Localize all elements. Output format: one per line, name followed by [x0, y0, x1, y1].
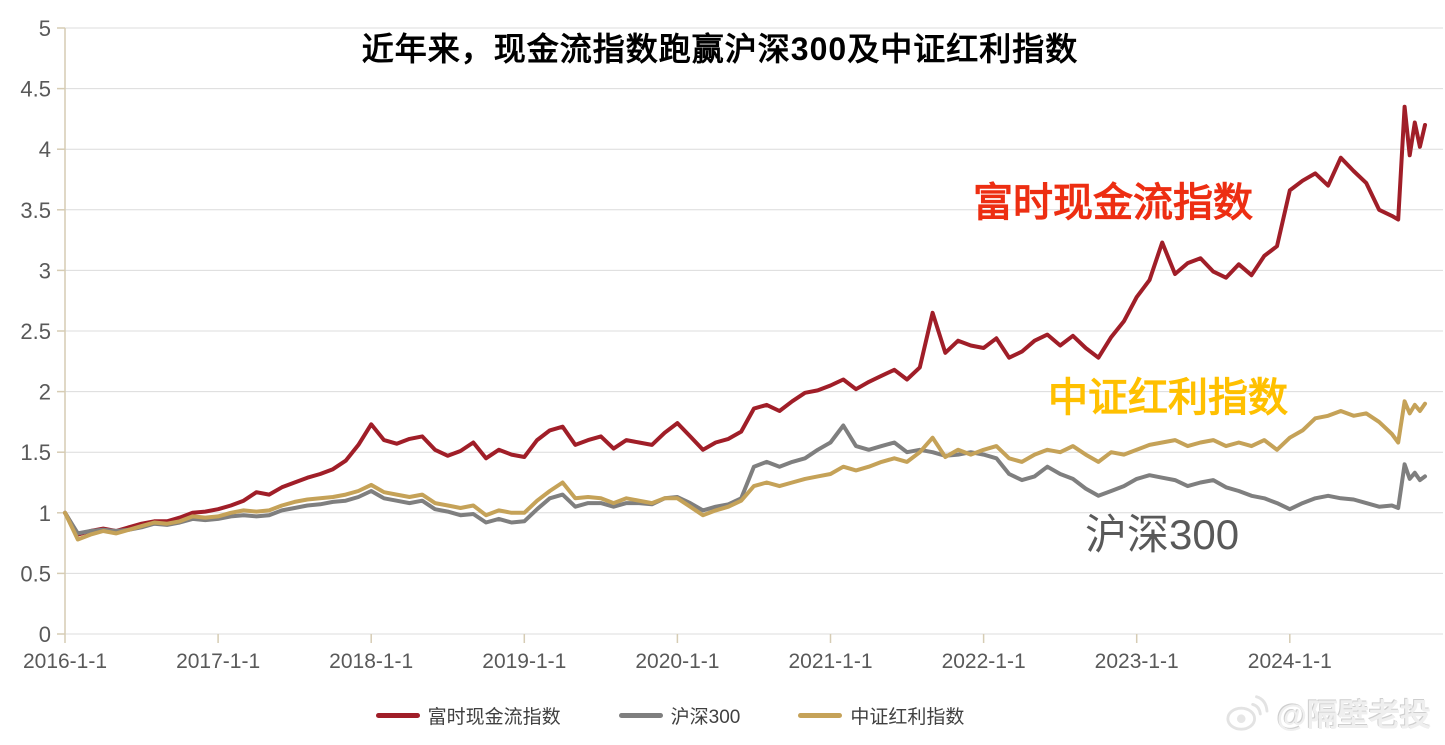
- legend-item-csi-dividend: 中证红利指数: [798, 702, 964, 729]
- y-tick-label: 0.5: [20, 561, 51, 586]
- y-tick-label: 1.5: [20, 440, 51, 465]
- legend-item-ftse-cashflow: 富时现金流指数: [375, 702, 561, 729]
- x-tick-label: 2021-1-1: [788, 650, 872, 673]
- legend-label: 富时现金流指数: [427, 707, 561, 728]
- series-line-csi300-line: [63, 423, 1427, 536]
- x-tick-label: 2017-1-1: [176, 650, 260, 673]
- x-tick-label: 2019-1-1: [482, 650, 566, 673]
- annotation-csi-dividend-index: 中证红利指数: [1048, 376, 1288, 420]
- x-tick-label: 2022-1-1: [942, 650, 1026, 673]
- y-tick-label: 5: [39, 16, 51, 41]
- y-tick-label: 4: [39, 137, 51, 162]
- watermark: @隔壁老投: [1223, 690, 1431, 735]
- weibo-icon: [1223, 692, 1269, 734]
- legend-label: 沪深300: [670, 707, 741, 728]
- annotation-ftse-cashflow-index: 富时现金流指数: [973, 181, 1253, 225]
- annotation-csi300: 沪深300: [1085, 511, 1240, 558]
- legend-item-csi300: 沪深300: [618, 702, 741, 729]
- series-line-dividend-line: [63, 399, 1427, 542]
- chart-legend: 富时现金流指数 沪深300 中证红利指数: [0, 702, 1340, 729]
- chart-title: 近年来，现金流指数跑赢沪深300及中证红利指数: [361, 31, 1079, 67]
- y-tick-label: 3: [39, 258, 51, 283]
- legend-marker-red-line-icon: [375, 713, 420, 718]
- x-tick-label: 2020-1-1: [635, 650, 719, 673]
- y-tick-label: 0: [39, 622, 51, 647]
- legend-marker-gold-line-icon: [798, 713, 843, 718]
- y-tick-label: 4.5: [20, 77, 51, 102]
- legend-marker-gray-line-icon: [618, 713, 663, 718]
- x-tick-label: 2024-1-1: [1248, 650, 1332, 673]
- watermark-handle: @隔壁老投: [1276, 698, 1431, 733]
- series-line-ftse-cashflow-line: [63, 104, 1427, 537]
- y-tick-label: 1: [39, 501, 51, 526]
- x-tick-label: 2016-1-1: [23, 650, 107, 673]
- y-tick-label: 2: [39, 380, 51, 405]
- legend-label: 中证红利指数: [850, 707, 965, 728]
- x-tick-label: 2023-1-1: [1095, 650, 1179, 673]
- y-tick-label: 3.5: [20, 198, 51, 223]
- x-tick-label: 2018-1-1: [329, 650, 413, 673]
- y-tick-label: 2.5: [20, 319, 51, 344]
